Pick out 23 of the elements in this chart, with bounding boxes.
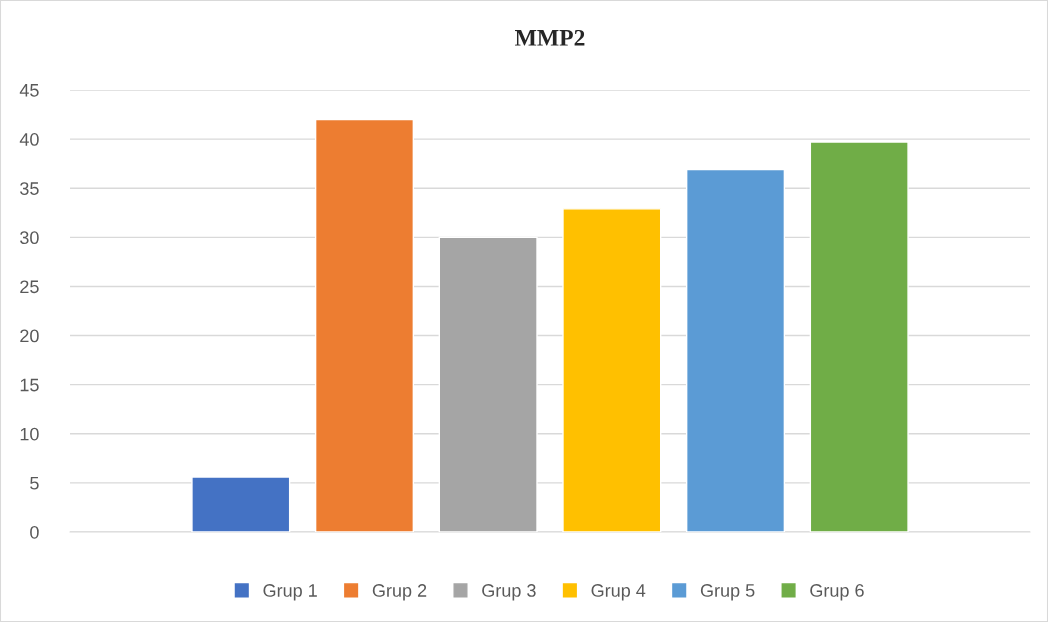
legend-label: Grup 2: [372, 584, 427, 601]
bar: [562, 208, 662, 532]
y-tick-label: 20: [20, 329, 39, 343]
y-tick-label: 40: [19, 133, 39, 146]
chart-title: MMP2: [515, 29, 585, 46]
y-tick-label: 15: [20, 378, 39, 392]
y-tick-label: 45: [19, 84, 39, 97]
bar: [438, 236, 538, 532]
y-tick-label: 25: [20, 280, 39, 294]
legend-label: Grup 5: [700, 584, 755, 601]
legend-label: Grup 4: [591, 584, 646, 601]
bar: [314, 118, 415, 532]
y-tick-label: 10: [20, 427, 39, 441]
bar: [685, 168, 786, 532]
bar: [191, 476, 291, 532]
y-tick-label: 0: [30, 525, 39, 539]
y-tick-label: 5: [30, 477, 39, 490]
legend-label: Grup 3: [482, 584, 536, 601]
legend-label: Grup 1: [263, 584, 317, 601]
y-tick-label: 30: [20, 231, 39, 245]
y-tick-label: 35: [20, 182, 39, 195]
bar: [809, 141, 909, 532]
legend-label: Grup 6: [810, 584, 864, 601]
